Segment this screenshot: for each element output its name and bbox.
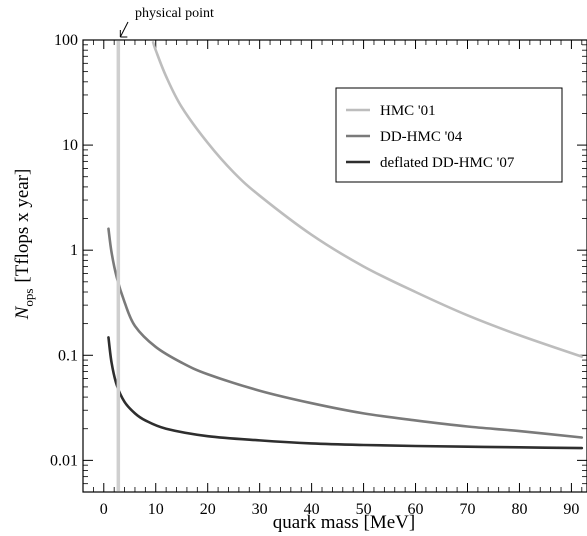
series-line-1 <box>151 41 584 358</box>
y-tick-label: 0.1 <box>58 347 78 364</box>
x-axis-label: quark mass [MeV] <box>273 512 415 533</box>
physical-point-arrow <box>119 21 129 38</box>
legend-label: deflated DD-HMC '07 <box>380 155 515 171</box>
x-tick-label: 30 <box>252 501 268 518</box>
physical-point-annotation: physical point <box>135 6 214 21</box>
x-tick-label: 90 <box>563 501 579 518</box>
x-tick-label: 40 <box>304 501 320 518</box>
annotation-arrow-shaft <box>119 21 129 38</box>
x-tick-label: 10 <box>148 501 164 518</box>
y-axis-label-unit: [Tflops x year] <box>12 169 33 283</box>
x-tick-label: 70 <box>459 501 475 518</box>
legend-label: DD-HMC '04 <box>380 129 463 145</box>
y-tick-label: 0.01 <box>50 452 78 469</box>
y-tick-label: 1 <box>70 242 78 259</box>
x-tick-label: 50 <box>356 501 372 518</box>
x-tick-label: 80 <box>511 501 527 518</box>
y-tick-label: 100 <box>54 32 78 49</box>
y-axis-label-main: N <box>12 305 33 320</box>
legend-label: HMC '01 <box>380 103 436 119</box>
y-axis-label-subscript: ops <box>21 289 36 307</box>
legend-box <box>335 87 563 183</box>
axis-ticks: 0 10 20 30 40 50 60 70 80 90 0.01 0.1 1 10 100 <box>50 32 587 518</box>
legend: HMC '01 DD-HMC '04 deflated DD-HMC '07 <box>335 87 563 183</box>
y-axis-label: Nops [Tflops x year] <box>12 169 36 321</box>
x-tick-label: 0 <box>100 501 108 518</box>
annotation-arrow-head <box>119 30 128 38</box>
x-tick-label: 20 <box>200 501 216 518</box>
x-tick-label: 60 <box>408 501 424 518</box>
plot-frame <box>82 39 587 493</box>
y-tick-label: 10 <box>62 137 78 154</box>
plot-area-border <box>82 39 587 493</box>
